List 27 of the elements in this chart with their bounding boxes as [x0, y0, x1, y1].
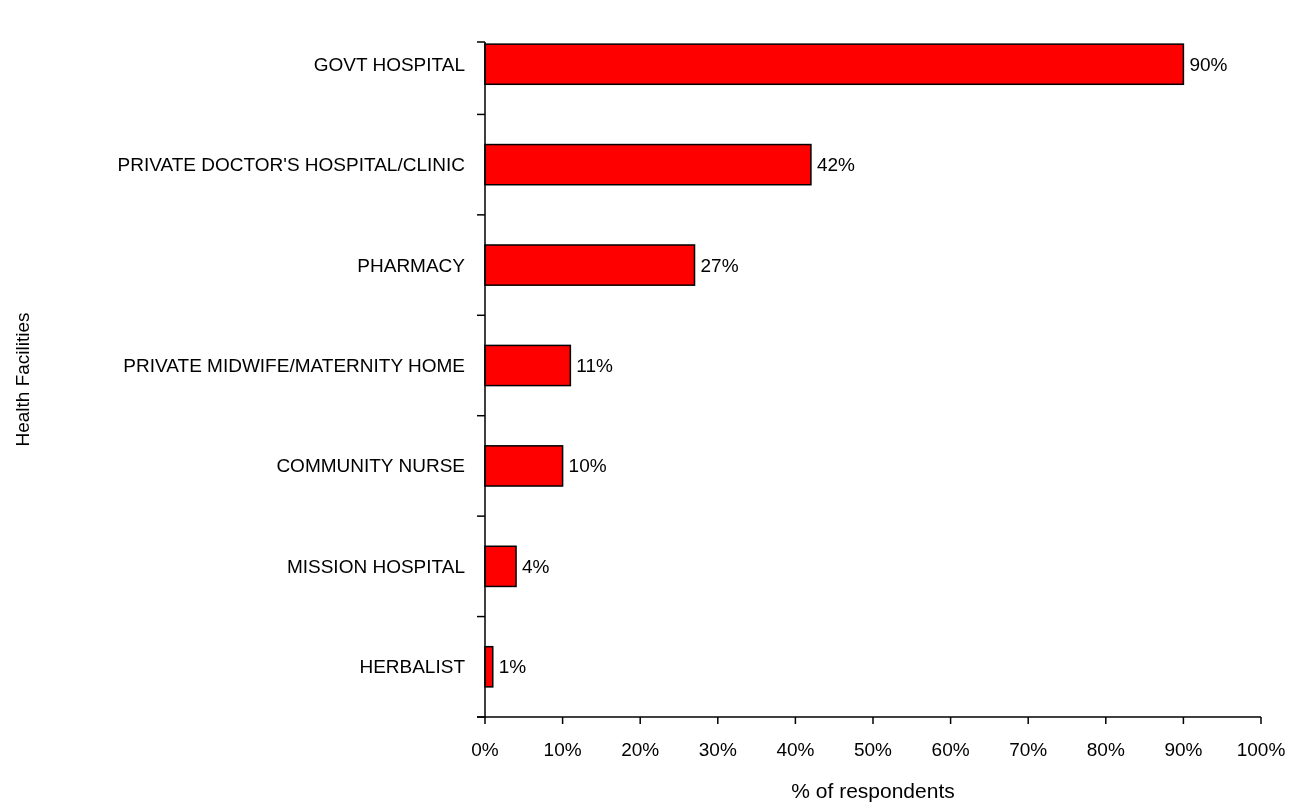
data-label: 11% — [576, 355, 614, 376]
y-tick-label: PRIVATE DOCTOR'S HOSPITAL/CLINIC — [117, 154, 465, 176]
y-axis-title: Health Facilities — [11, 312, 33, 447]
y-tick-label: HERBALIST — [359, 656, 466, 678]
data-label: 27% — [700, 254, 739, 276]
y-tick-label: COMMUNITY NURSE — [276, 455, 465, 477]
x-tick-label: 30% — [698, 738, 737, 760]
data-label: 4% — [522, 555, 550, 577]
x-tick-label: 20% — [621, 738, 660, 760]
x-tick-label: 90% — [1164, 738, 1203, 760]
x-axis-title: % of respondents — [791, 778, 955, 802]
y-tick-label: GOVT HOSPITAL — [313, 53, 465, 75]
y-tick-label: PRIVATE MIDWIFE/MATERNITY HOME — [123, 355, 465, 376]
x-tick-label: 70% — [1009, 738, 1048, 760]
data-label: 1% — [498, 656, 527, 678]
x-tick-label: 10% — [543, 738, 582, 760]
y-tick-label: MISSION HOSPITAL — [286, 555, 465, 577]
x-tick-label: 50% — [853, 738, 893, 760]
data-label: 42% — [816, 154, 856, 176]
x-tick-label: 0% — [471, 738, 499, 760]
data-label: 10% — [568, 455, 607, 477]
x-tick-label: 60% — [931, 738, 970, 760]
data-label: 90% — [1189, 53, 1228, 75]
x-tick-label: 80% — [1086, 738, 1125, 760]
y-tick-label: PHARMACY — [357, 254, 466, 276]
x-tick-label: 40% — [776, 738, 815, 760]
x-tick-label: 100% — [1236, 738, 1286, 760]
